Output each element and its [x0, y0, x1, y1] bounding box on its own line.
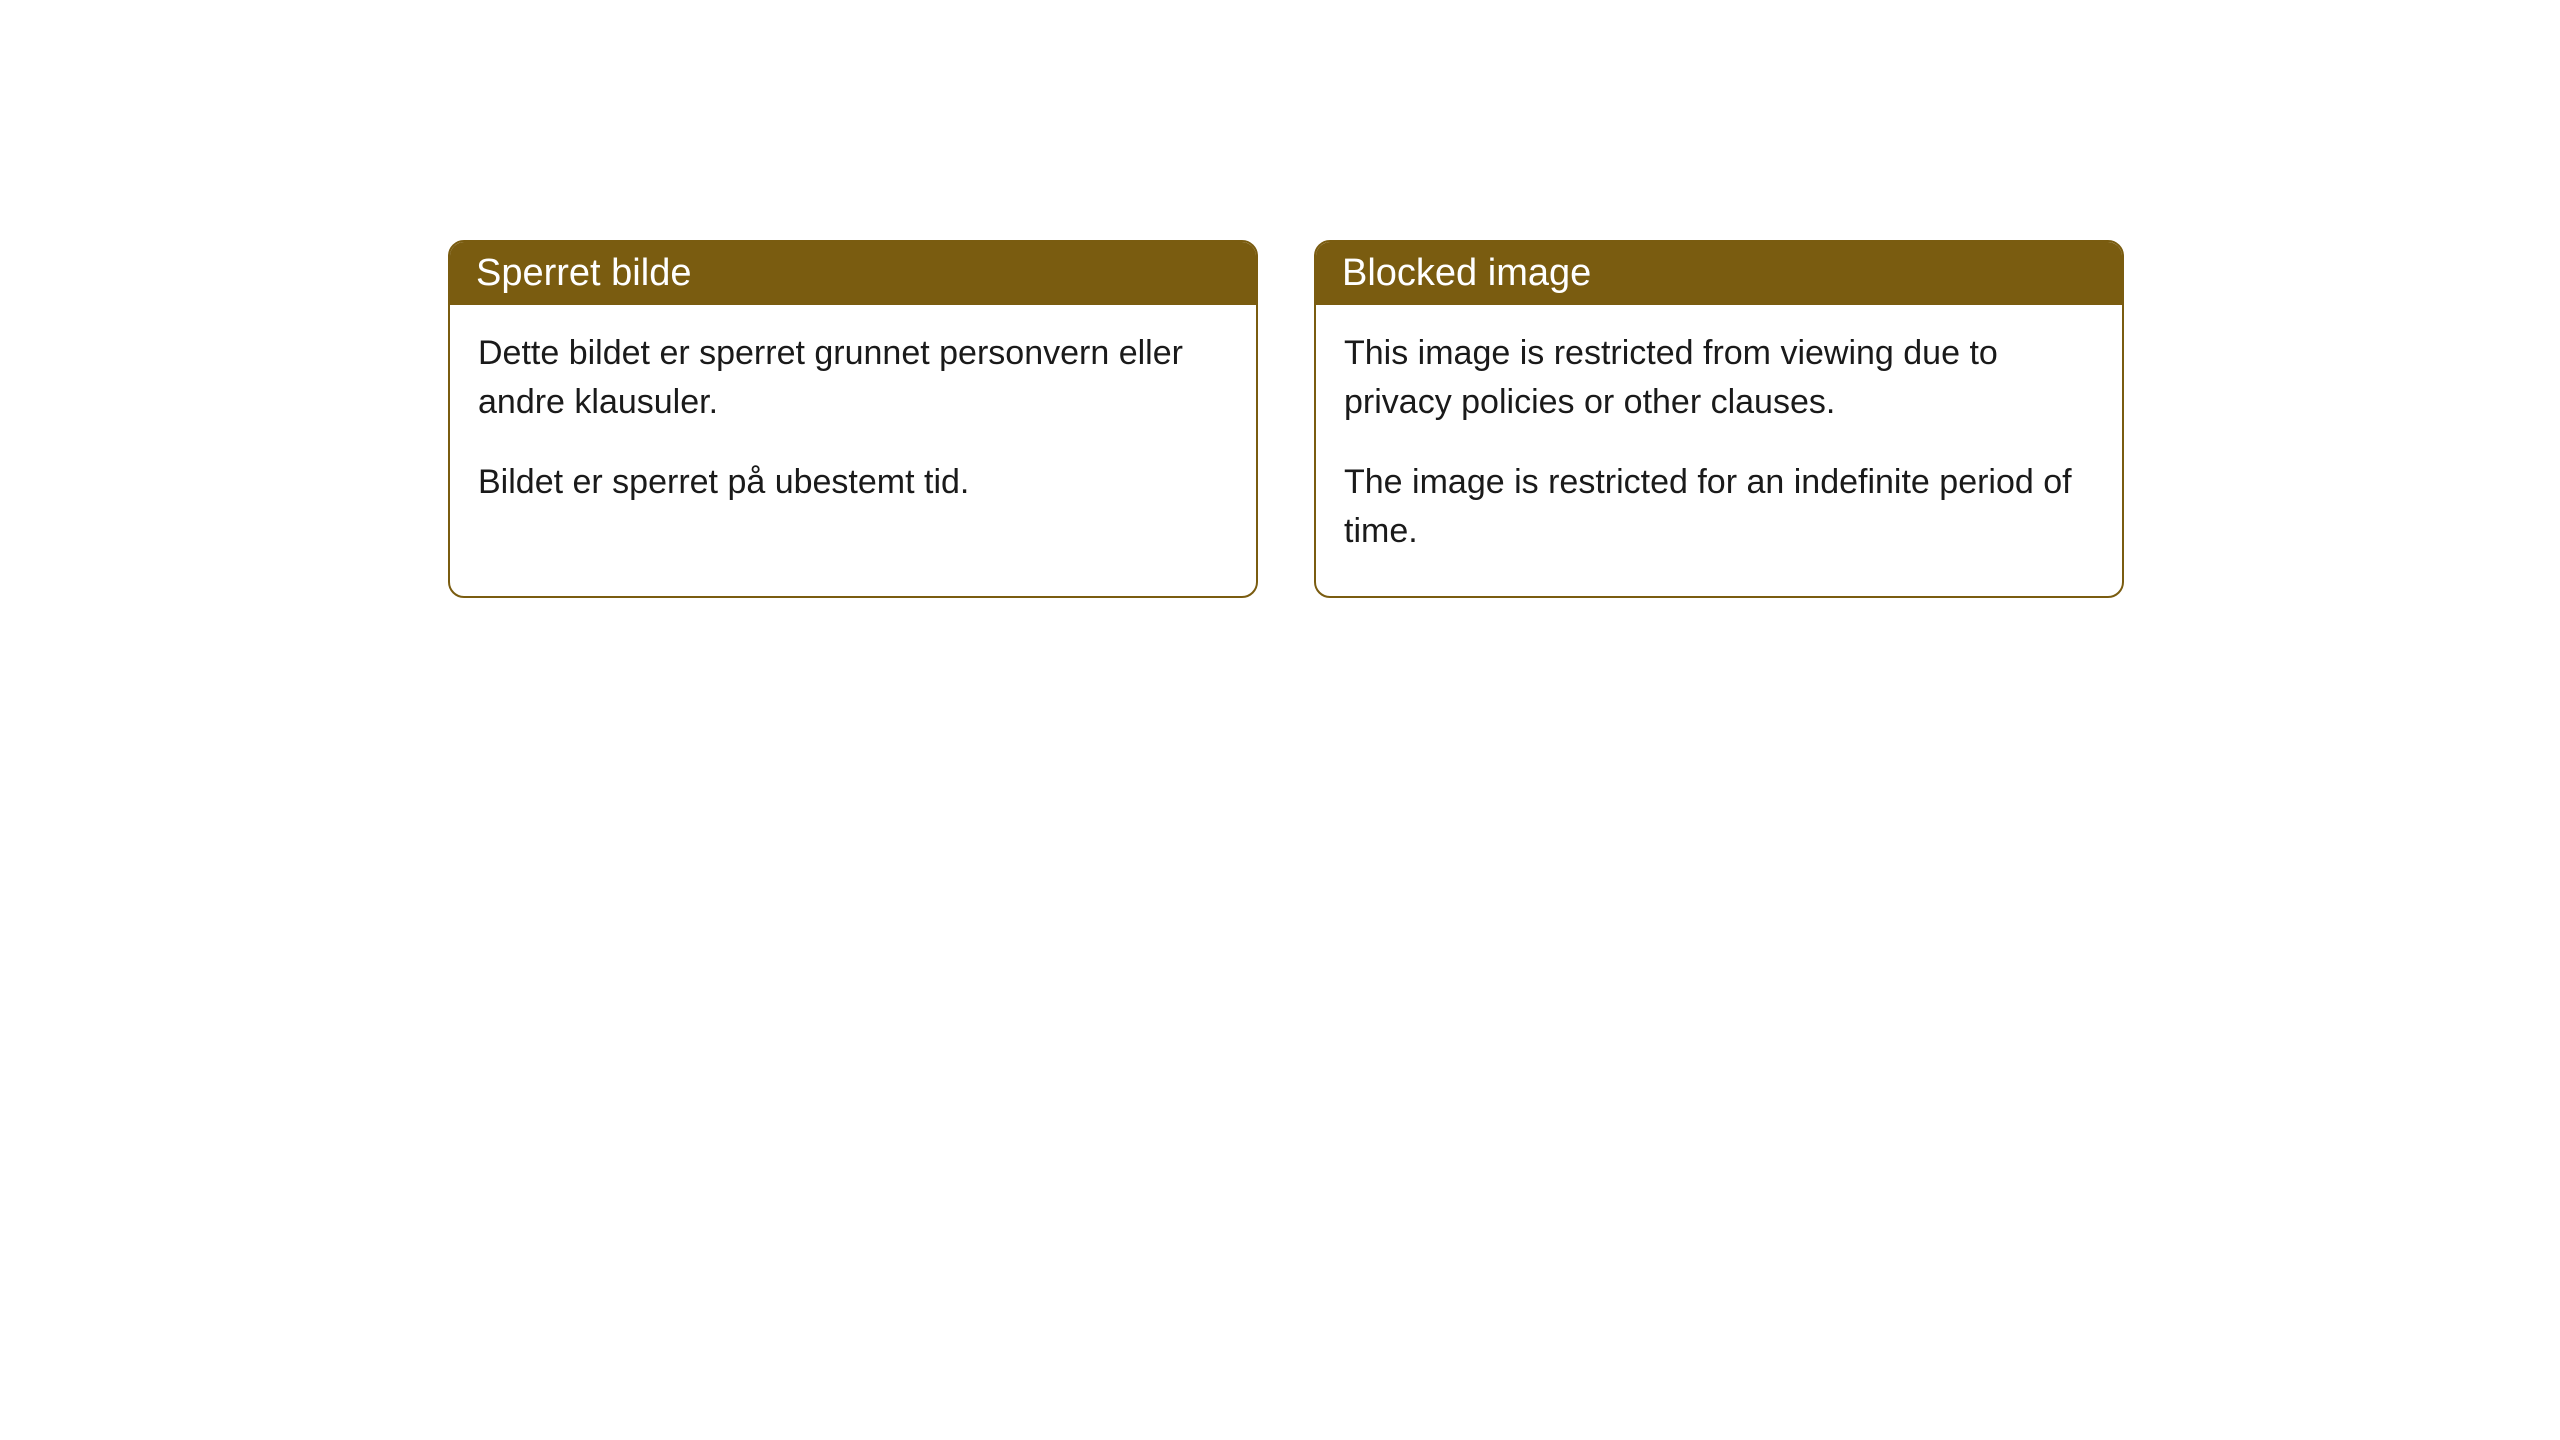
- blocked-image-card-english: Blocked image This image is restricted f…: [1314, 240, 2124, 598]
- blocked-image-card-norwegian: Sperret bilde Dette bildet er sperret gr…: [448, 240, 1258, 598]
- card-title: Sperret bilde: [476, 252, 691, 294]
- card-body-english: This image is restricted from viewing du…: [1316, 305, 2122, 596]
- card-text-2: The image is restricted for an indefinit…: [1344, 458, 2094, 557]
- card-header-norwegian: Sperret bilde: [450, 242, 1256, 305]
- card-text-1: Dette bildet er sperret grunnet personve…: [478, 329, 1228, 428]
- card-header-english: Blocked image: [1316, 242, 2122, 305]
- card-text-1: This image is restricted from viewing du…: [1344, 329, 2094, 428]
- card-body-norwegian: Dette bildet er sperret grunnet personve…: [450, 305, 1256, 547]
- card-title: Blocked image: [1342, 252, 1591, 294]
- card-text-2: Bildet er sperret på ubestemt tid.: [478, 458, 1228, 507]
- cards-container: Sperret bilde Dette bildet er sperret gr…: [448, 240, 2124, 598]
